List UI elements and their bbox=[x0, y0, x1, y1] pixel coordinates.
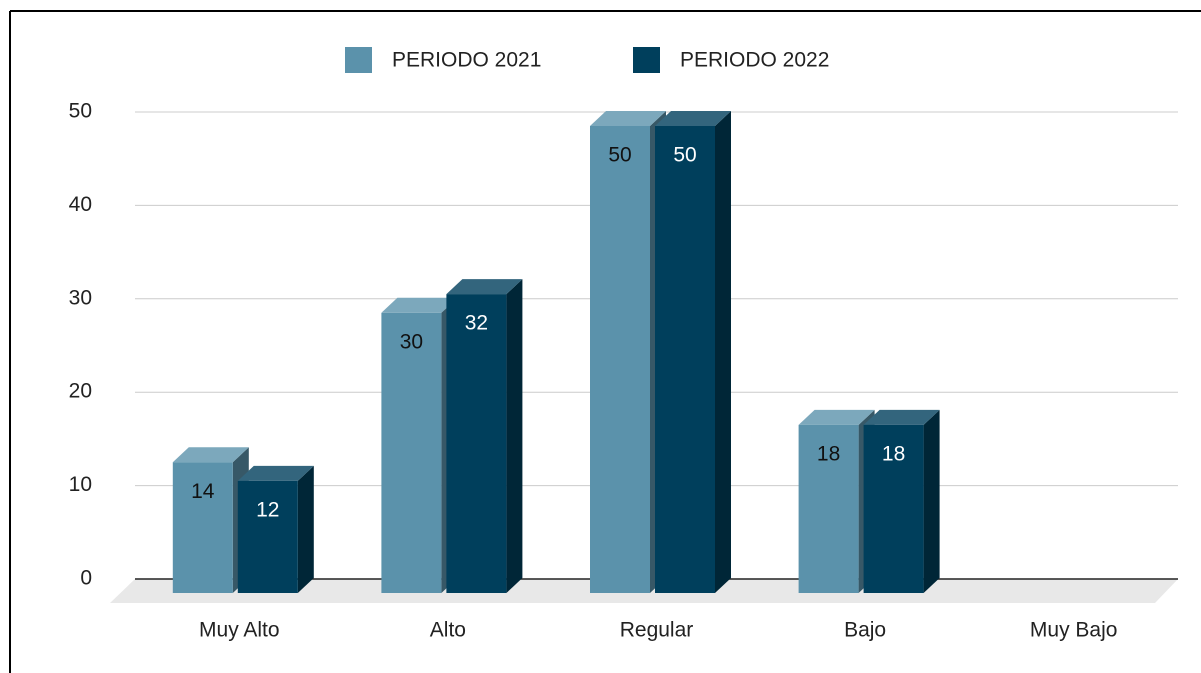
bar bbox=[237, 465, 314, 593]
legend-label: PERIODO 2022 bbox=[680, 49, 829, 72]
legend-swatch bbox=[633, 47, 660, 73]
bar-side bbox=[297, 465, 314, 593]
bar bbox=[446, 279, 523, 593]
bar bbox=[863, 409, 940, 593]
y-tick-label: 20 bbox=[69, 380, 92, 403]
bar-front bbox=[863, 424, 924, 593]
bar-top bbox=[863, 409, 940, 425]
y-tick-label: 0 bbox=[80, 567, 92, 590]
value-label: 14 bbox=[191, 480, 215, 503]
x-tick-label: Muy Bajo bbox=[1030, 619, 1118, 642]
y-tick-label: 40 bbox=[69, 193, 92, 216]
bar-front bbox=[381, 312, 442, 593]
value-label: 50 bbox=[608, 144, 631, 167]
x-tick-label: Bajo bbox=[844, 619, 886, 642]
bar-top bbox=[590, 111, 666, 126]
value-label: 12 bbox=[256, 498, 279, 521]
bar-front bbox=[590, 126, 650, 593]
bar-front bbox=[655, 126, 715, 593]
y-tick-label: 50 bbox=[69, 100, 92, 123]
bar-top bbox=[237, 465, 314, 481]
value-label: 50 bbox=[673, 144, 696, 167]
bar bbox=[172, 447, 249, 593]
bar-top bbox=[446, 279, 523, 295]
bar-side bbox=[923, 409, 940, 593]
legend-label: PERIODO 2021 bbox=[392, 49, 541, 72]
bar bbox=[655, 111, 731, 593]
value-label: 18 bbox=[882, 442, 905, 465]
bar-side bbox=[715, 111, 731, 593]
value-label: 30 bbox=[400, 330, 423, 353]
bar-front bbox=[237, 480, 298, 593]
value-label: 32 bbox=[465, 312, 488, 335]
bar-top bbox=[798, 409, 875, 425]
y-tick-label: 10 bbox=[69, 473, 92, 496]
y-tick-label: 30 bbox=[69, 286, 92, 309]
bar bbox=[590, 111, 666, 593]
x-tick-label: Muy Alto bbox=[199, 619, 280, 642]
legend-swatch bbox=[345, 47, 372, 73]
x-tick-label: Regular bbox=[620, 619, 694, 642]
bar-front bbox=[446, 294, 507, 593]
bar bbox=[798, 409, 875, 593]
bar-top bbox=[381, 297, 458, 313]
bar-front bbox=[172, 462, 233, 593]
x-tick-label: Alto bbox=[430, 619, 466, 642]
bar-top bbox=[172, 447, 249, 463]
bar-side bbox=[506, 279, 523, 593]
value-label: 18 bbox=[817, 442, 840, 465]
bar-front bbox=[798, 424, 859, 593]
bar-top bbox=[655, 111, 731, 126]
